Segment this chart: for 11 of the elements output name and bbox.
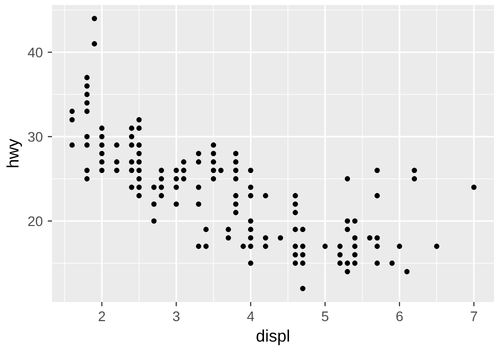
y-axis-title: hwy <box>6 138 22 168</box>
y-tick-label: 30 <box>28 132 42 142</box>
x-axis-title: displ <box>256 330 290 346</box>
y-tick-label: 40 <box>28 48 42 58</box>
x-tick-label: 6 <box>396 311 403 322</box>
x-tick-label: 2 <box>98 311 106 322</box>
x-tick-label: 5 <box>322 312 328 322</box>
x-tick-label: 3 <box>172 311 180 322</box>
y-tick-label: 20 <box>28 216 42 226</box>
x-tick-label: 7 <box>470 312 478 322</box>
x-tick-label: 4 <box>247 312 254 322</box>
